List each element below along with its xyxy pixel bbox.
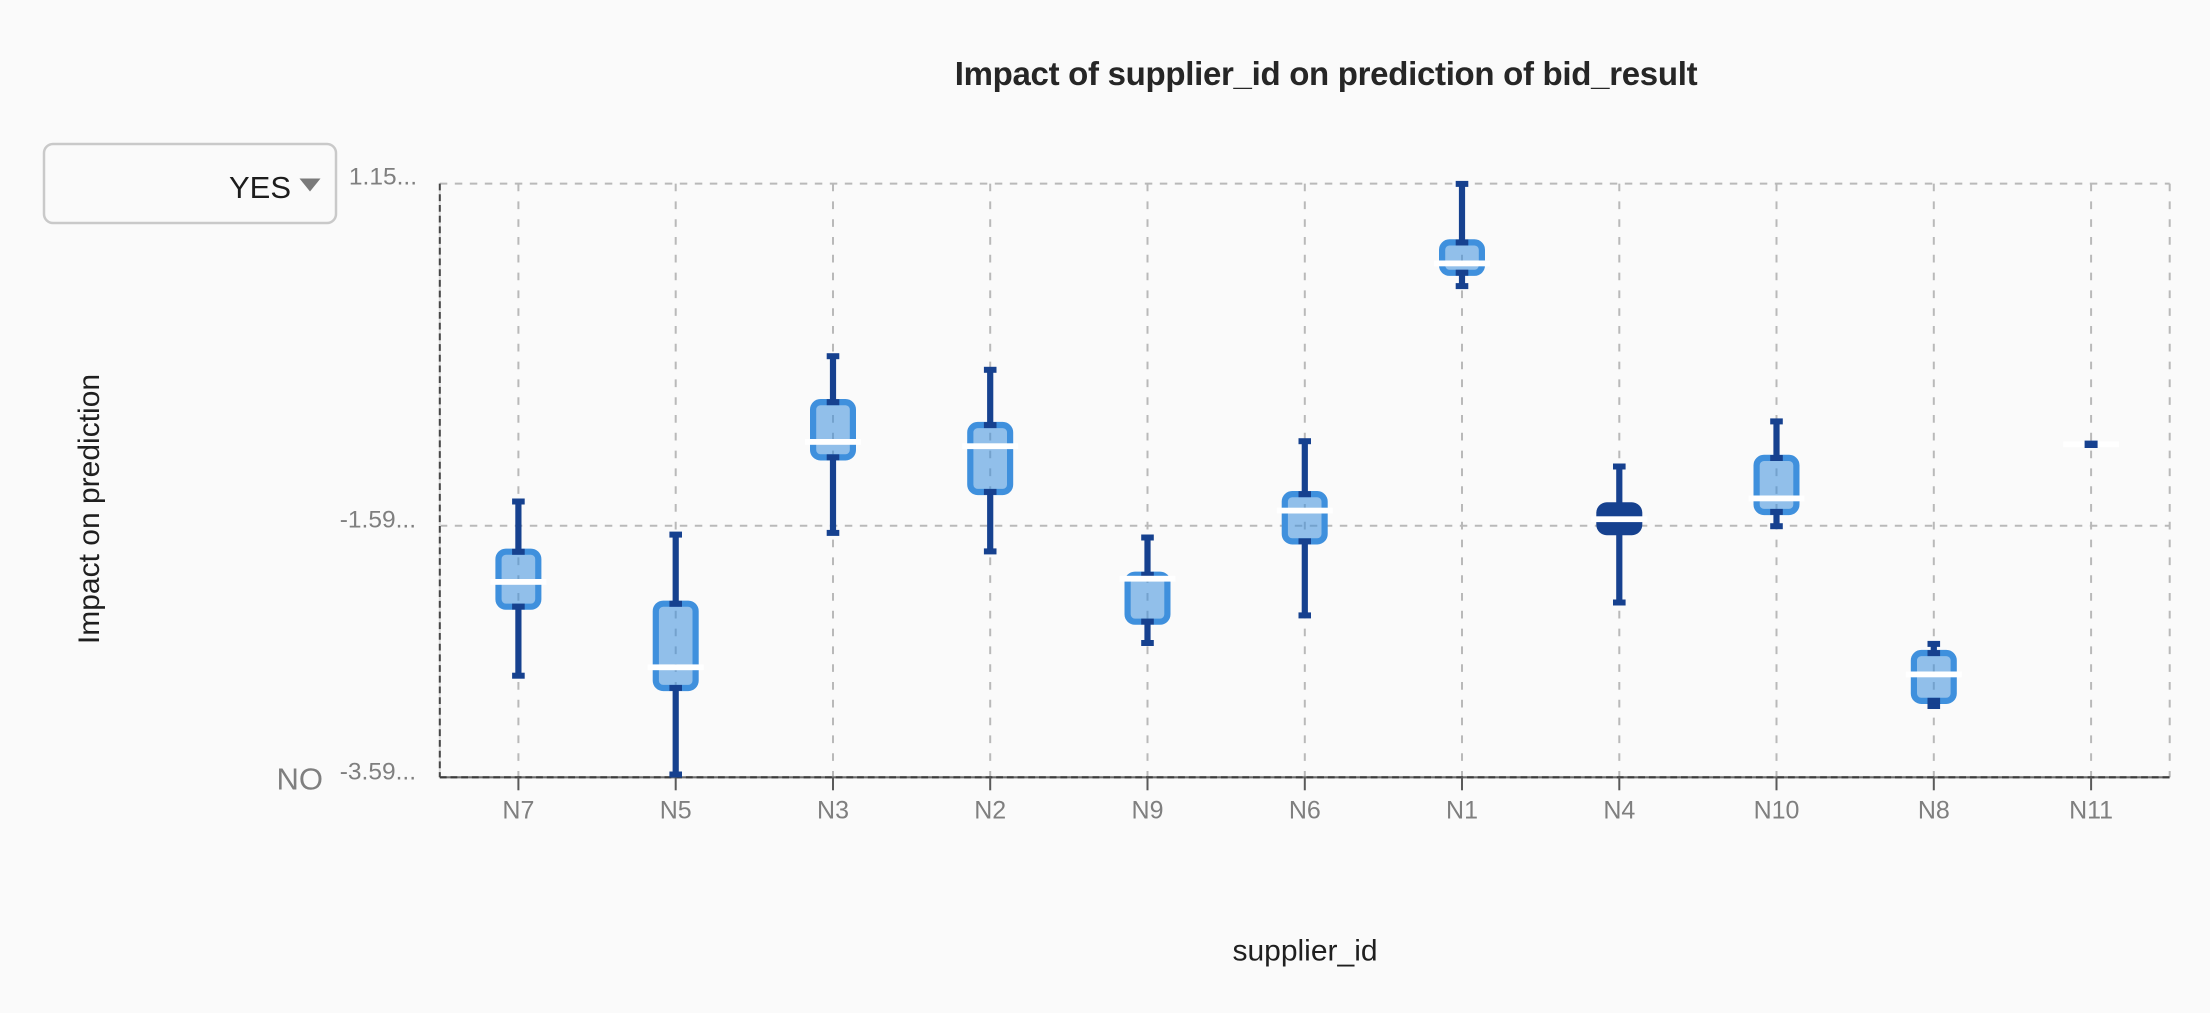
svg-text:-1.59...: -1.59... <box>340 506 416 533</box>
svg-text:1.15...: 1.15... <box>349 164 417 191</box>
svg-text:-3.59...: -3.59... <box>340 758 416 785</box>
svg-text:N4: N4 <box>1603 797 1635 825</box>
svg-text:N11: N11 <box>2069 797 2113 825</box>
svg-text:N5: N5 <box>660 797 692 825</box>
svg-text:N8: N8 <box>1918 797 1950 825</box>
svg-text:YES: YES <box>229 170 291 205</box>
svg-text:N2: N2 <box>974 797 1006 825</box>
svg-text:N6: N6 <box>1289 797 1321 825</box>
svg-text:N1: N1 <box>1446 797 1478 825</box>
svg-text:supplier_id: supplier_id <box>1232 935 1377 968</box>
svg-text:N10: N10 <box>1754 797 1800 825</box>
svg-text:N7: N7 <box>502 797 534 825</box>
svg-text:Impact of supplier_id on predi: Impact of supplier_id on prediction of b… <box>955 55 1698 92</box>
svg-text:NO: NO <box>277 761 324 796</box>
svg-text:N9: N9 <box>1132 797 1164 825</box>
svg-text:N3: N3 <box>817 797 849 825</box>
svg-text:Impact on prediction: Impact on prediction <box>73 374 106 644</box>
